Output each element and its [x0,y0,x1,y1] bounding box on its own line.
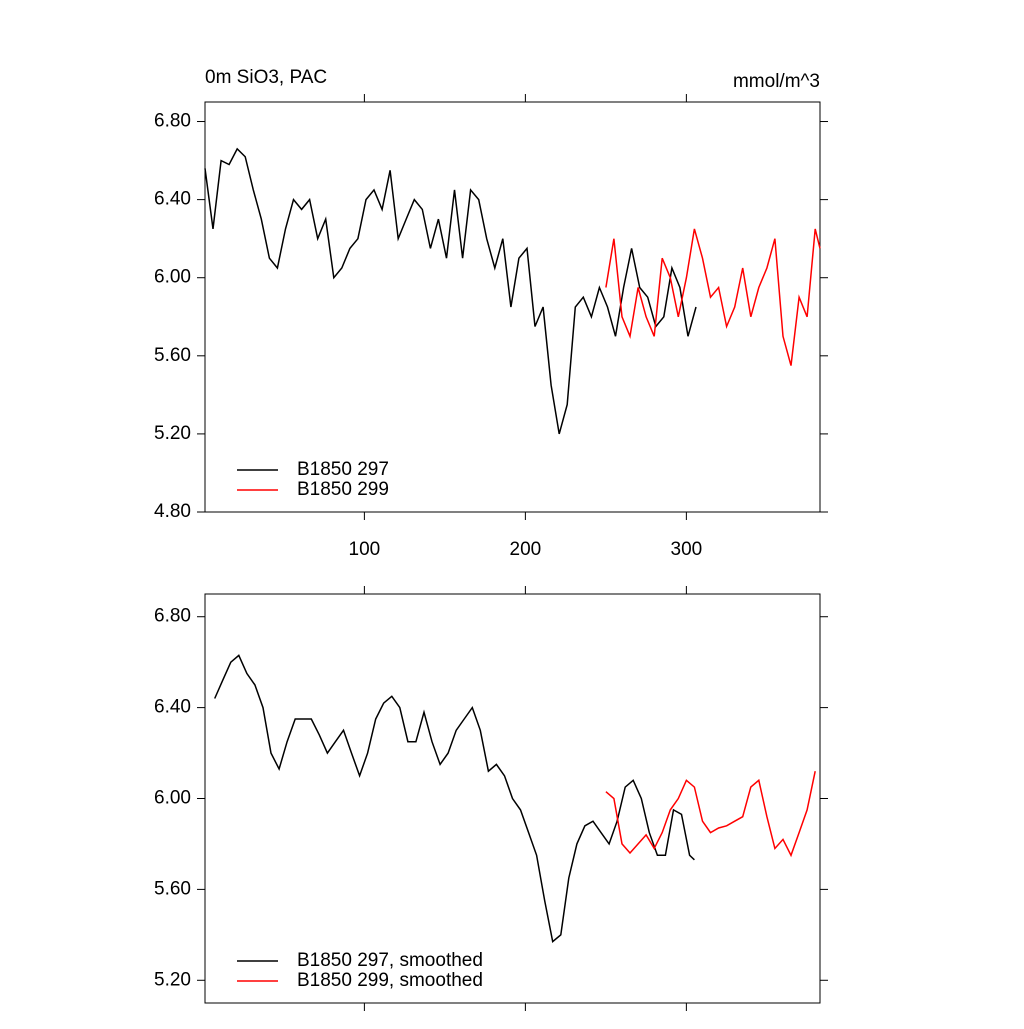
data-line [605,771,816,858]
y-tick-label: 6.80 [154,111,191,132]
chart-title: 0m SiO3, PAC [205,67,327,88]
legend-label: B1850 299, smoothed [297,970,483,991]
y-tick-label: 6.00 [154,267,191,288]
y-tick-label: 6.40 [154,189,191,210]
y-tick-label: 5.20 [154,969,191,990]
y-tick-label: 6.00 [154,788,191,809]
y-tick-label: 5.60 [154,878,191,899]
units-label: mmol/m^3 [733,71,820,92]
data-line [204,147,697,435]
y-tick-label: 5.60 [154,345,191,366]
y-tick-label: 5.20 [154,423,191,444]
x-tick-label: 300 [671,539,703,560]
legend-label: B1850 297 [297,459,389,480]
data-line [214,654,695,943]
x-tick-label: 200 [510,539,542,560]
plot-frame [204,101,821,513]
legend-label: B1850 299 [297,479,389,500]
y-tick-label: 6.40 [154,697,191,718]
y-tick-label: 4.80 [154,501,191,522]
legend-label: B1850 297, smoothed [297,950,483,971]
x-tick-label: 100 [349,539,381,560]
data-line [605,228,821,366]
y-tick-label: 6.80 [154,606,191,627]
